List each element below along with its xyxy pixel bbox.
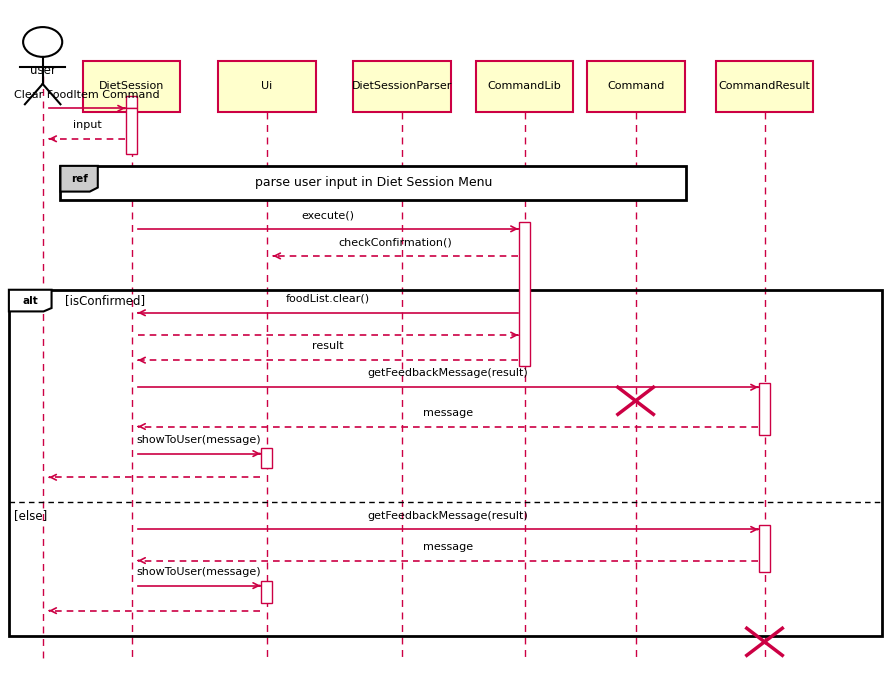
Text: getFeedbackMessage(result): getFeedbackMessage(result) xyxy=(368,510,528,521)
Text: message: message xyxy=(423,542,473,552)
Bar xyxy=(759,383,771,435)
Text: checkConfirmation(): checkConfirmation() xyxy=(339,237,453,247)
Bar xyxy=(476,61,573,112)
Polygon shape xyxy=(60,166,98,192)
Bar xyxy=(126,96,138,108)
Text: foodList.clear(): foodList.clear() xyxy=(286,294,370,304)
Bar xyxy=(587,61,685,112)
Text: [else]: [else] xyxy=(14,509,47,522)
Text: ref: ref xyxy=(71,174,87,183)
Bar xyxy=(519,222,530,366)
Bar xyxy=(353,61,451,112)
Text: input: input xyxy=(73,120,101,130)
Text: user: user xyxy=(29,64,56,77)
Polygon shape xyxy=(9,290,52,311)
Text: getFeedbackMessage(result): getFeedbackMessage(result) xyxy=(368,368,528,378)
Bar xyxy=(9,290,882,636)
Text: Command: Command xyxy=(607,81,664,91)
Bar xyxy=(60,166,686,200)
Text: result: result xyxy=(312,341,344,351)
Bar xyxy=(83,61,180,112)
Text: showToUser(message): showToUser(message) xyxy=(137,435,261,445)
Bar xyxy=(261,448,273,468)
Text: parse user input in Diet Session Menu: parse user input in Diet Session Menu xyxy=(254,176,493,190)
Text: [isConfirmed]: [isConfirmed] xyxy=(65,294,145,307)
Text: execute(): execute() xyxy=(301,210,355,220)
Bar xyxy=(759,525,771,572)
Text: message: message xyxy=(423,408,473,418)
Text: DietSession: DietSession xyxy=(99,81,164,91)
Bar xyxy=(126,108,138,154)
Text: CommandLib: CommandLib xyxy=(488,81,561,91)
Text: DietSessionParser: DietSessionParser xyxy=(352,81,452,91)
Text: Ui: Ui xyxy=(261,81,272,91)
Bar xyxy=(261,581,273,603)
Text: Clear FoodItem Command: Clear FoodItem Command xyxy=(14,89,160,100)
Bar xyxy=(218,61,316,112)
Text: showToUser(message): showToUser(message) xyxy=(137,567,261,577)
Bar xyxy=(716,61,813,112)
Text: alt: alt xyxy=(22,296,38,305)
Text: CommandResult: CommandResult xyxy=(718,81,811,91)
